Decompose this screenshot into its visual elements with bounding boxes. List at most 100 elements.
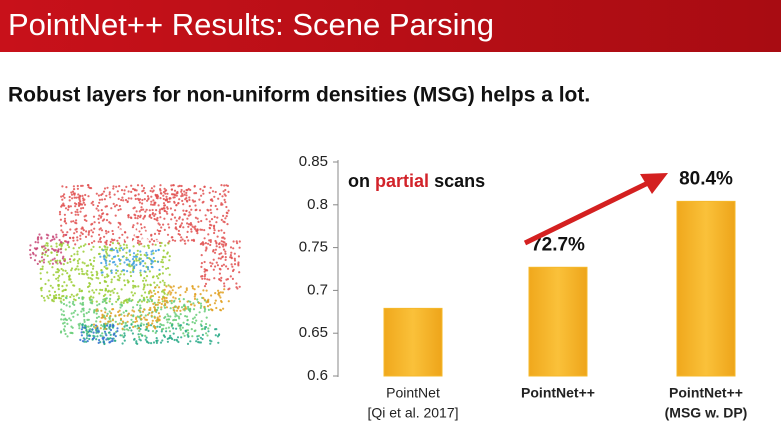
cloud-point xyxy=(78,258,81,261)
cloud-point xyxy=(213,251,217,254)
cloud-point xyxy=(29,253,32,256)
cloud-point xyxy=(147,226,150,229)
cloud-point xyxy=(201,337,204,341)
cloud-point xyxy=(168,197,171,200)
cloud-point xyxy=(85,230,88,233)
cloud-point xyxy=(82,250,85,253)
annotation-word: scans xyxy=(434,171,485,191)
cloud-point xyxy=(227,300,230,303)
cloud-point xyxy=(194,209,197,212)
point-cloud-image xyxy=(29,184,241,346)
cloud-point xyxy=(80,231,83,234)
cloud-point xyxy=(142,264,145,268)
cloud-point xyxy=(162,202,166,205)
cloud-point xyxy=(95,300,98,303)
cloud-point xyxy=(154,249,157,252)
bar xyxy=(383,307,443,377)
cloud-point xyxy=(53,257,56,260)
cloud-point xyxy=(44,253,47,256)
cloud-point xyxy=(163,288,166,291)
cloud-point xyxy=(219,296,222,299)
cloud-point xyxy=(84,235,88,238)
cloud-point xyxy=(164,256,167,259)
cloud-point xyxy=(147,197,150,200)
cloud-point xyxy=(181,199,184,202)
cloud-point xyxy=(183,213,186,216)
cloud-point xyxy=(158,325,161,328)
cloud-point xyxy=(208,278,211,281)
cloud-point xyxy=(165,299,168,302)
cloud-point xyxy=(58,210,62,214)
cloud-point xyxy=(85,312,88,315)
cloud-point xyxy=(81,307,84,311)
cloud-point xyxy=(186,230,189,233)
cloud-point xyxy=(82,331,85,334)
cloud-point xyxy=(108,260,111,263)
cloud-point xyxy=(175,309,179,312)
cloud-point xyxy=(146,199,149,202)
cloud-point xyxy=(60,251,63,254)
cloud-point xyxy=(155,275,159,278)
cloud-point xyxy=(38,260,41,263)
cloud-point xyxy=(105,264,108,267)
cloud-point xyxy=(141,334,144,337)
cloud-point xyxy=(47,279,50,282)
cloud-point xyxy=(140,242,143,245)
cloud-point xyxy=(159,341,163,344)
cloud-point xyxy=(92,265,95,268)
cloud-point xyxy=(87,186,90,189)
cloud-point xyxy=(119,306,122,309)
cloud-point xyxy=(133,265,136,268)
cloud-point xyxy=(216,264,219,267)
cloud-point xyxy=(152,237,156,240)
cloud-point xyxy=(203,277,206,280)
cloud-point xyxy=(92,203,95,206)
cloud-point xyxy=(91,302,94,305)
cloud-point xyxy=(135,259,138,262)
cloud-point xyxy=(162,255,165,258)
cloud-point xyxy=(165,318,168,321)
cloud-point xyxy=(106,290,110,293)
cloud-point xyxy=(87,195,90,198)
cloud-point xyxy=(73,196,76,199)
cloud-point xyxy=(165,330,168,333)
cloud-point xyxy=(92,331,95,334)
cloud-point xyxy=(200,228,204,231)
cloud-point xyxy=(148,209,151,212)
cloud-point xyxy=(120,239,123,242)
cloud-point xyxy=(168,336,171,339)
cloud-point xyxy=(205,332,208,335)
cloud-point xyxy=(121,233,124,236)
cloud-point xyxy=(204,282,208,285)
cloud-point xyxy=(100,324,103,327)
cloud-point xyxy=(135,340,138,343)
cloud-point xyxy=(113,260,116,264)
cloud-point xyxy=(217,341,220,344)
cloud-point xyxy=(223,221,226,224)
cloud-point xyxy=(180,236,183,239)
cloud-point xyxy=(128,249,131,252)
cloud-point xyxy=(119,273,122,276)
cloud-point xyxy=(169,315,172,318)
cloud-point xyxy=(85,330,88,333)
cloud-point xyxy=(193,200,197,203)
cloud-point xyxy=(181,192,184,196)
cloud-point xyxy=(73,253,76,256)
cloud-point xyxy=(66,272,69,275)
cloud-point xyxy=(93,256,96,259)
cloud-point xyxy=(233,259,237,262)
cloud-point xyxy=(123,231,127,234)
cloud-point xyxy=(78,197,81,200)
cloud-point xyxy=(202,192,205,195)
cloud-point xyxy=(96,335,99,338)
cloud-point xyxy=(85,219,88,222)
cloud-point xyxy=(64,317,67,320)
cloud-point xyxy=(132,325,135,329)
cloud-point xyxy=(115,269,118,272)
cloud-point xyxy=(149,289,152,292)
cloud-point xyxy=(104,229,108,233)
cloud-point xyxy=(149,213,152,217)
cloud-point xyxy=(203,275,206,278)
cloud-point xyxy=(199,302,202,305)
cloud-point xyxy=(76,208,79,211)
